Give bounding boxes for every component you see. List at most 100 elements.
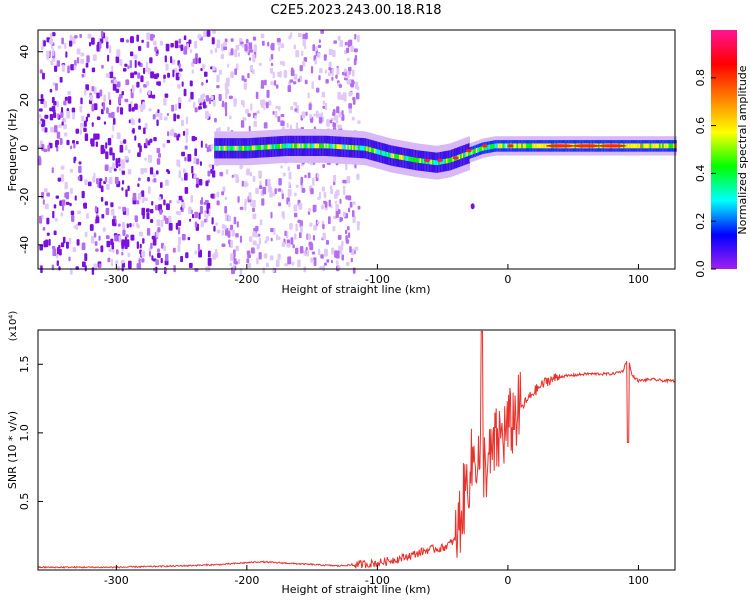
noise-speckle	[282, 172, 286, 177]
noise-speckle	[124, 238, 128, 247]
noise-speckle	[244, 117, 247, 121]
x-tick-label: 100	[628, 574, 649, 587]
noise-speckle	[249, 49, 254, 53]
noise-speckle	[280, 43, 285, 48]
noise-speckle	[64, 96, 68, 101]
noise-speckle	[148, 186, 151, 194]
noise-speckle	[212, 99, 216, 107]
track-core	[519, 143, 522, 149]
noise-speckle	[73, 143, 76, 149]
noise-speckle	[120, 38, 125, 43]
noise-speckle	[115, 249, 119, 255]
noise-speckle	[331, 68, 334, 77]
noise-speckle	[260, 80, 265, 87]
noise-speckle	[86, 55, 90, 63]
noise-speckle	[293, 233, 297, 240]
noise-speckle	[201, 82, 204, 86]
noise-speckle	[150, 71, 155, 79]
track-core	[309, 143, 312, 149]
track-core	[380, 150, 383, 156]
track-core	[478, 146, 481, 152]
noise-speckle	[81, 242, 86, 251]
track-core	[516, 143, 519, 149]
noise-speckle	[251, 69, 255, 75]
noise-speckle	[318, 113, 322, 118]
noise-speckle	[291, 261, 295, 266]
noise-speckle	[353, 48, 358, 53]
noise-speckle	[168, 222, 173, 231]
noise-speckle	[318, 117, 323, 124]
noise-speckle	[295, 184, 299, 188]
noise-speckle	[183, 35, 187, 41]
noise-speckle	[146, 212, 150, 220]
noise-speckle	[69, 168, 74, 173]
noise-speckle	[167, 72, 171, 78]
noise-speckle	[141, 199, 145, 204]
noise-speckle	[343, 97, 347, 102]
track-core	[438, 159, 441, 165]
noise-speckle	[164, 260, 169, 266]
noise-speckle	[66, 110, 71, 119]
noise-speckle	[206, 206, 209, 214]
noise-speckle	[261, 40, 265, 46]
noise-speckle	[177, 84, 181, 89]
noise-speckle	[296, 164, 301, 170]
noise-speckle	[105, 73, 110, 78]
track-core	[303, 143, 306, 149]
noise-speckle	[265, 262, 269, 268]
noise-speckle	[243, 78, 247, 82]
noise-speckle	[165, 179, 169, 186]
noise-speckle	[356, 173, 360, 180]
noise-speckle	[258, 237, 262, 245]
noise-speckle	[341, 110, 344, 116]
noise-speckle	[156, 73, 160, 78]
noise-speckle	[297, 78, 301, 83]
noise-speckle	[241, 43, 245, 48]
noise-speckle	[158, 153, 162, 158]
noise-speckle	[231, 174, 234, 178]
track-core	[389, 152, 392, 158]
noise-speckle	[84, 179, 88, 186]
noise-speckle	[213, 225, 216, 232]
x-tick-label: -100	[365, 574, 390, 587]
x-tick-label: -200	[234, 273, 259, 286]
noise-speckle	[152, 40, 157, 46]
noise-speckle	[210, 49, 213, 55]
noise-speckle	[129, 223, 132, 228]
noise-speckle	[99, 89, 103, 97]
track-core	[356, 145, 359, 151]
noise-speckle	[42, 72, 45, 80]
track-core	[320, 143, 323, 149]
noise-speckle	[156, 81, 159, 86]
noise-speckle	[293, 192, 297, 197]
noise-speckle	[301, 111, 306, 119]
noise-speckle	[43, 148, 48, 153]
noise-speckle	[252, 175, 256, 182]
noise-speckle	[107, 257, 111, 263]
noise-speckle	[95, 248, 99, 252]
noise-speckle	[210, 193, 214, 199]
noise-speckle	[53, 112, 57, 118]
noise-speckle	[43, 188, 48, 193]
track-core	[395, 154, 398, 159]
track-core	[369, 147, 372, 153]
noise-speckle	[84, 88, 87, 96]
noise-speckle	[126, 207, 130, 216]
noise-speckle	[171, 104, 175, 112]
noise-speckle	[122, 206, 126, 212]
noise-speckle	[322, 164, 325, 169]
track-core	[435, 160, 438, 166]
noise-speckle	[114, 176, 119, 185]
noise-speckle	[177, 236, 181, 245]
noise-speckle	[293, 101, 298, 106]
noise-speckle	[121, 251, 124, 256]
track-core	[353, 145, 356, 151]
snr-x-label: Height of straight line (km)	[281, 583, 430, 596]
track-core	[386, 152, 389, 157]
noise-speckle	[79, 105, 83, 113]
noise-speckle	[85, 62, 89, 68]
noise-speckle	[198, 179, 203, 186]
track-core	[485, 145, 488, 151]
noise-speckle	[317, 196, 321, 200]
noise-speckle	[216, 229, 221, 234]
